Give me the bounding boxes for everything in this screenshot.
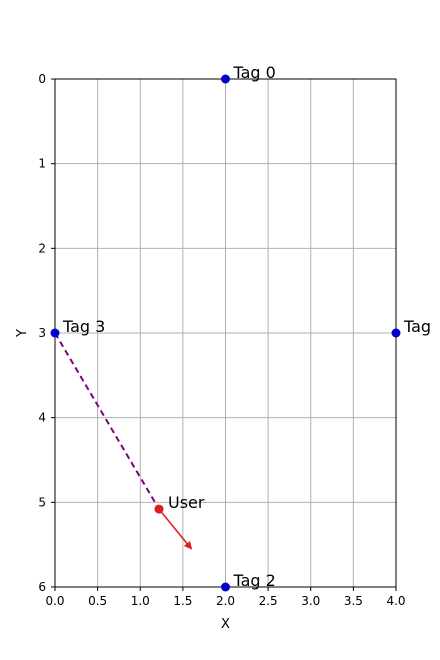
tag-label: Tag 2 — [233, 571, 276, 590]
x-tick-label: 2.5 — [259, 594, 278, 608]
tag-point — [50, 328, 60, 338]
x-tick-label: 3.0 — [301, 594, 320, 608]
x-tick-label: 0.0 — [45, 594, 64, 608]
tag-point — [221, 74, 230, 84]
connection-line — [54, 332, 160, 510]
x-tick-label: 4.0 — [386, 594, 405, 608]
x-tick-label: 1.0 — [131, 594, 150, 608]
y-tick-label: 4 — [38, 411, 46, 425]
y-tick-label: 5 — [38, 495, 46, 509]
x-axis-title: X — [221, 617, 230, 632]
y-tick-label: 1 — [38, 157, 46, 171]
y-axis-title: Y — [15, 329, 30, 338]
grid — [54, 78, 397, 588]
x-tick-label: 2.0 — [216, 594, 235, 608]
user-point — [154, 504, 164, 514]
x-tick-label: 3.5 — [344, 594, 363, 608]
tag-point — [391, 328, 401, 338]
x-tick-label: 0.5 — [88, 594, 107, 608]
axis-ticks: 0.0 0.5 1.0 1.5 2.0 2.5 3.0 3.5 4.0 0 1 2 3 4 5 6 — [38, 72, 405, 608]
tag-label: Tag 3 — [62, 317, 105, 336]
y-tick-label: 0 — [38, 72, 46, 86]
tag-label: Tag — [403, 317, 431, 336]
x-tick-label: 1.5 — [173, 594, 192, 608]
tag-label: Tag 0 — [233, 63, 276, 82]
tag-point — [221, 582, 230, 592]
user-label: User — [168, 493, 205, 512]
y-tick-label: 6 — [38, 580, 46, 594]
heading-arrow — [158, 508, 193, 550]
data-layer: Tag 0 Tag Tag 2 Tag 3 User — [50, 63, 431, 592]
y-tick-label: 2 — [38, 241, 46, 255]
y-tick-label: 3 — [38, 326, 46, 340]
